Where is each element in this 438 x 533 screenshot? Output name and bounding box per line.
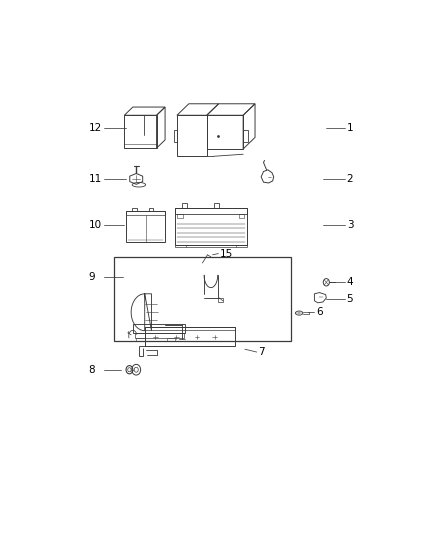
Bar [174, 130, 177, 142]
Bar [177, 214, 183, 218]
Text: 1: 1 [346, 123, 353, 133]
Bar [175, 245, 247, 247]
Text: 3: 3 [346, 220, 353, 230]
Bar [145, 327, 235, 329]
Bar [175, 207, 247, 245]
Bar [215, 203, 219, 207]
Text: 9: 9 [88, 272, 95, 282]
Text: 12: 12 [88, 123, 102, 133]
Bar [167, 338, 175, 341]
Bar [177, 115, 207, 156]
Text: 7: 7 [258, 347, 265, 357]
Bar [133, 324, 185, 333]
Bar [132, 208, 137, 211]
Text: 5: 5 [346, 294, 353, 304]
Bar [126, 211, 165, 215]
Bar [148, 208, 153, 211]
Text: 2: 2 [346, 174, 353, 184]
Text: 11: 11 [88, 174, 102, 184]
Text: 15: 15 [219, 248, 233, 259]
Bar [124, 115, 156, 148]
Bar [175, 207, 247, 214]
Bar [243, 130, 248, 142]
Bar [126, 211, 165, 241]
Text: 4: 4 [346, 277, 353, 287]
Bar [239, 214, 244, 218]
Text: 8: 8 [88, 365, 95, 375]
Bar [182, 203, 187, 207]
Bar [134, 333, 184, 338]
Bar [145, 327, 235, 346]
Bar [207, 115, 243, 149]
Text: 10: 10 [88, 220, 102, 230]
Text: 6: 6 [316, 307, 323, 317]
Bar [114, 257, 291, 341]
Bar [136, 338, 145, 341]
Bar [218, 298, 223, 302]
